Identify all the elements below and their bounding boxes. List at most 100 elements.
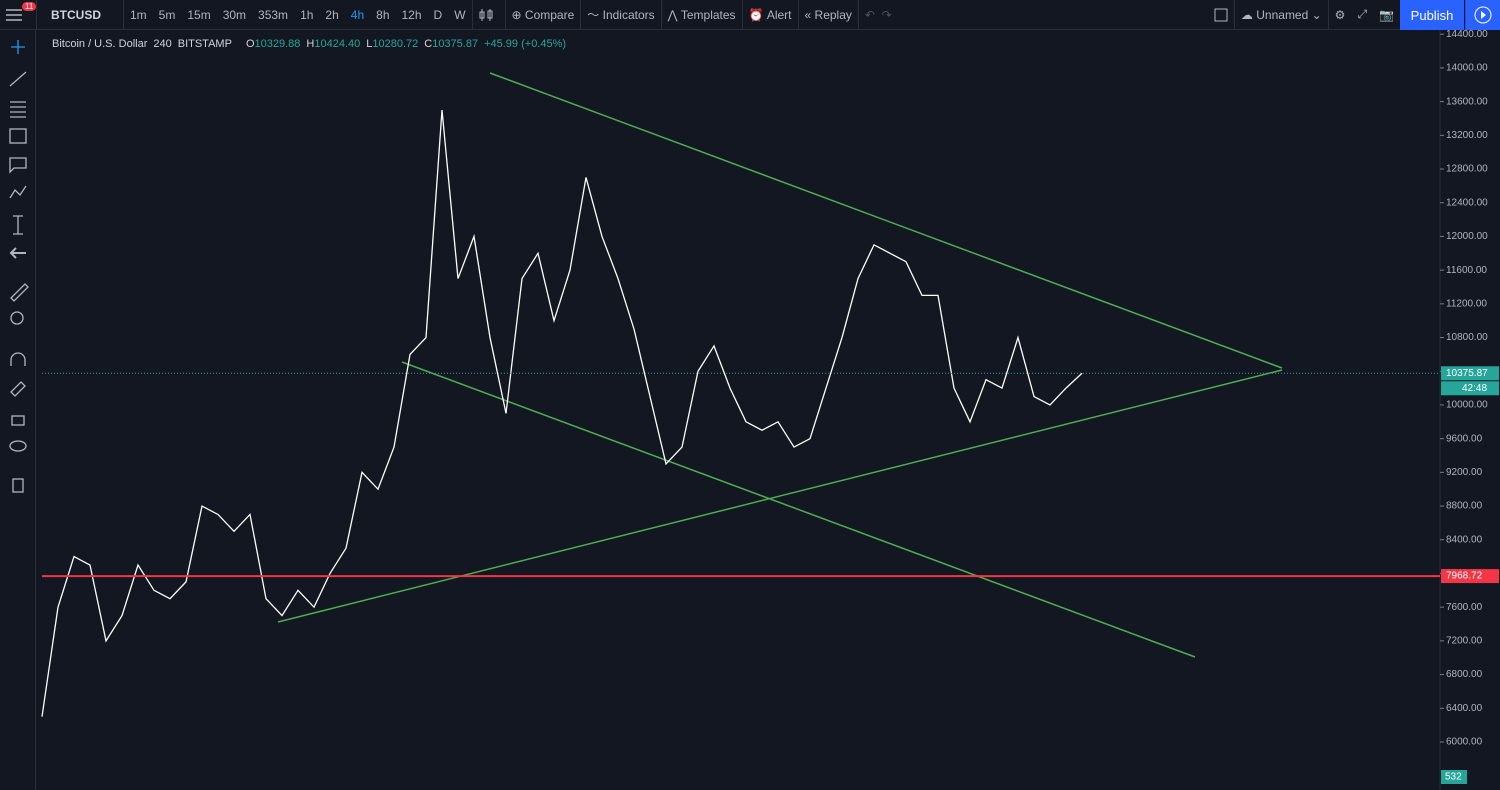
snapshot-button[interactable]: 📷 bbox=[1379, 7, 1394, 22]
top-toolbar: 11 BTCUSD 1m 5m 15m 30m 353m 1h 2h 4h 8h 12h D W ⊕ … bbox=[0, 0, 1500, 30]
y-tick-label: 13600.00 bbox=[1446, 96, 1488, 107]
separator bbox=[741, 0, 743, 30]
undo-redo[interactable]: ↶ ↷ bbox=[864, 7, 892, 22]
play-icon bbox=[1474, 6, 1492, 24]
horizontal-line-box bbox=[1441, 569, 1499, 584]
fib-tool[interactable] bbox=[10, 101, 26, 118]
tool-icons bbox=[9, 40, 29, 493]
y-tick-label: 9200.00 bbox=[1446, 467, 1483, 478]
interval-button[interactable]: 15m bbox=[187, 7, 211, 22]
templates-label: Templates bbox=[680, 7, 736, 22]
measure-tool[interactable] bbox=[10, 283, 29, 302]
y-tick-label: 12400.00 bbox=[1446, 197, 1488, 208]
compare-button[interactable]: ⊕ Compare bbox=[511, 7, 575, 22]
notification-badge: 11 bbox=[22, 2, 37, 11]
back-tool[interactable] bbox=[9, 247, 26, 259]
separator bbox=[1233, 0, 1235, 30]
interval-button[interactable]: D bbox=[433, 7, 443, 22]
interval-button[interactable]: 12h bbox=[401, 7, 422, 22]
interval-button[interactable]: 2h bbox=[325, 7, 339, 22]
countdown-label: 42:48 bbox=[1462, 383, 1487, 394]
publish-button[interactable]: Publish bbox=[1400, 0, 1464, 30]
text-tool[interactable] bbox=[9, 157, 27, 174]
horizontal-line-label: 7968.72 bbox=[1446, 571, 1483, 582]
interval-button[interactable]: 8h bbox=[376, 7, 390, 22]
interval-button[interactable]: 4h bbox=[350, 7, 365, 22]
left-toolbar bbox=[0, 30, 36, 790]
compare-label: Compare bbox=[524, 7, 575, 22]
y-tick-label: 11600.00 bbox=[1446, 265, 1487, 276]
y-tick-label: 10800.00 bbox=[1446, 332, 1488, 343]
y-tick-label: 8400.00 bbox=[1446, 534, 1483, 545]
ohlc-value: 10375.87 bbox=[432, 38, 479, 50]
lock-tool[interactable] bbox=[11, 415, 25, 426]
last-price-box bbox=[1441, 366, 1499, 381]
menu-icon bbox=[6, 8, 22, 21]
ohlc-key: L bbox=[366, 38, 373, 50]
interval-button[interactable]: 353m bbox=[258, 7, 289, 22]
shape-tool[interactable] bbox=[9, 128, 27, 144]
line-tool[interactable] bbox=[9, 71, 27, 87]
play-button[interactable] bbox=[1465, 0, 1500, 30]
countdown-box bbox=[1441, 381, 1499, 396]
volume-box bbox=[1441, 770, 1467, 784]
y-tick-label: 11200.00 bbox=[1446, 298, 1487, 309]
alert-label: Alert bbox=[766, 7, 792, 22]
separator bbox=[660, 0, 662, 30]
y-tick-label: 14400.00 bbox=[1446, 29, 1488, 40]
trend-line bbox=[489, 72, 1283, 369]
symbol-button[interactable]: BTCUSD bbox=[51, 7, 101, 22]
zoom-tool[interactable] bbox=[10, 311, 24, 325]
prediction-tool[interactable] bbox=[13, 215, 23, 235]
separator bbox=[504, 0, 506, 30]
y-tick-label: 7600.00 bbox=[1446, 602, 1483, 613]
lock-drawing-tool[interactable] bbox=[10, 381, 26, 397]
y-tick-label: 12000.00 bbox=[1446, 231, 1488, 242]
interval-group: 1m 5m 15m 30m 353m 1h 2h 4h 8h 12h D W bbox=[124, 0, 472, 30]
separator bbox=[797, 0, 799, 30]
symbol-name: Bitcoin / U.S. Dollar bbox=[52, 38, 148, 50]
interval-button[interactable]: 1m bbox=[130, 7, 147, 22]
interval-button[interactable]: 30m bbox=[222, 7, 247, 22]
last-price-label: 10375.87 bbox=[1446, 368, 1488, 379]
y-tick-label: 12800.00 bbox=[1446, 164, 1488, 175]
alert-button[interactable]: ⏰ Alert bbox=[748, 7, 792, 22]
separator bbox=[580, 0, 582, 30]
magnet-tool[interactable] bbox=[10, 352, 26, 366]
trash-tool[interactable] bbox=[12, 478, 24, 493]
indicators-label: Indicators bbox=[602, 7, 655, 22]
replay-button[interactable]: « Replay bbox=[804, 7, 852, 22]
fullscreen-toggle[interactable] bbox=[1208, 0, 1234, 30]
expand-button[interactable]: ⤢ bbox=[1357, 7, 1368, 21]
replay-label: Replay bbox=[814, 7, 852, 22]
templates-button[interactable]: ⋀ Templates bbox=[667, 7, 736, 22]
pattern-tool[interactable] bbox=[9, 185, 27, 199]
separator bbox=[471, 0, 473, 30]
indicators-button[interactable]: 〜 Indicators bbox=[587, 7, 655, 23]
chart-legend: Bitcoin / U.S. Dollar 240 BITSTAMP O1032… bbox=[52, 38, 566, 50]
ohlc-value: 10329.88 bbox=[254, 38, 301, 50]
volume-label: 532 bbox=[1445, 772, 1462, 783]
trend-line bbox=[277, 369, 1283, 623]
y-tick-label: 14000.00 bbox=[1446, 63, 1488, 74]
candle-icon bbox=[479, 8, 493, 21]
menu-button[interactable] bbox=[0, 0, 36, 30]
interval-button[interactable]: 5m bbox=[158, 7, 176, 22]
ohlc-key: H bbox=[306, 38, 315, 50]
y-tick-label: 7200.00 bbox=[1446, 636, 1483, 647]
layout-button[interactable]: ☁ Unnamed ⌄ bbox=[1240, 7, 1322, 22]
visibility-tool[interactable] bbox=[9, 440, 27, 452]
chart-type-button[interactable] bbox=[473, 0, 505, 30]
separator bbox=[123, 0, 124, 30]
settings-button[interactable]: ⚙ bbox=[1334, 7, 1346, 22]
y-tick-label: 6800.00 bbox=[1446, 669, 1483, 680]
symbol-exchange: BITSTAMP bbox=[177, 38, 232, 50]
crosshair-tool[interactable] bbox=[11, 40, 25, 54]
separator bbox=[36, 0, 37, 30]
interval-button[interactable]: 1h bbox=[300, 7, 314, 22]
interval-button[interactable]: W bbox=[454, 7, 466, 22]
price-line bbox=[41, 109, 1083, 717]
y-tick-label: 8800.00 bbox=[1446, 501, 1483, 512]
y-tick-label: 10000.00 bbox=[1446, 400, 1488, 411]
